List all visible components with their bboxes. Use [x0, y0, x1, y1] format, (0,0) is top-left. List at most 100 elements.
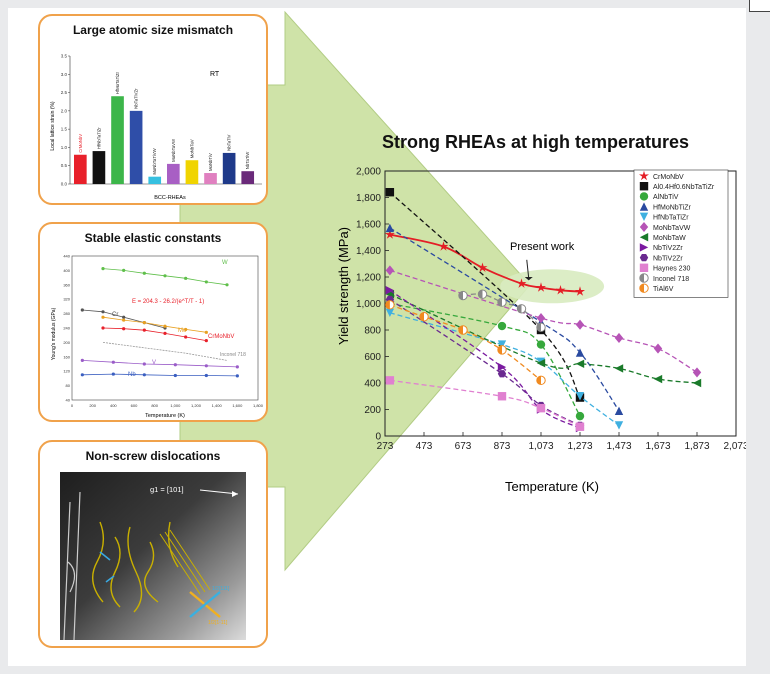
- elastic-y-tick: 80: [66, 383, 71, 388]
- point-tial6v: [458, 325, 463, 335]
- point-tial6v: [385, 300, 390, 310]
- point-inconel-718: [478, 290, 483, 299]
- elastic-point-w: [184, 276, 188, 280]
- point-haynes-230: [536, 403, 546, 413]
- bar-nbtativzr: [129, 110, 143, 184]
- legend-marker: [639, 254, 649, 262]
- elastic-y-tick: 320: [63, 297, 70, 302]
- bar-label: NbTaTiW: [245, 151, 250, 169]
- y-tick-label: 1,600: [356, 220, 381, 231]
- elastic-xlabel: Temperature (K): [145, 413, 185, 419]
- point-nbtiv2zr: [385, 286, 395, 295]
- g-vector-arrowhead: [232, 491, 238, 497]
- elastic-point-cr: [101, 310, 105, 314]
- legend-marker: [639, 243, 649, 252]
- x-tick-label: 1,473: [606, 441, 631, 452]
- elastic-modulus-chart: Young's modulus (GPa) Temperature (K) E …: [51, 254, 264, 420]
- lattice-strain-bar-chart: RT Local lattice strain (%) BCC-RHEAs 0.…: [50, 54, 262, 201]
- elastic-x-tick: 1,200: [191, 403, 202, 408]
- point-monbtavw: [385, 265, 395, 276]
- legend-marker: [639, 212, 649, 221]
- point-hfmonbtizr: [385, 223, 395, 233]
- elastic-point-crmonbv: [101, 326, 105, 330]
- legend-marker: [639, 233, 649, 242]
- elastic-curve-inconel: [102, 342, 228, 361]
- elastic-x-tick: 400: [110, 403, 117, 408]
- elastic-point-mo: [142, 321, 146, 325]
- point-haynes-230: [385, 376, 395, 385]
- legend-marker: [639, 170, 649, 181]
- point-alnbtiv: [497, 321, 507, 331]
- point-hfnbtatizr: [497, 340, 507, 349]
- elastic-constants-title: Stable elastic constants: [84, 231, 222, 245]
- bar-monbtavw: [167, 163, 180, 184]
- elastic-point-nb: [80, 373, 84, 377]
- g-vector-arrow: [199, 489, 239, 495]
- chart-title: Strong RHEAs at high temperatures: [382, 132, 690, 152]
- elastic-x-tick: 1,000: [170, 403, 181, 408]
- y-tick-label: 800: [364, 326, 381, 337]
- y-tick-label: 2,000: [356, 167, 381, 178]
- elastic-x-tick: 1,600: [232, 403, 243, 408]
- annotation-arrow: [526, 259, 530, 279]
- bar-monbtiv: [204, 173, 217, 184]
- annotation-arrowhead: [524, 277, 533, 281]
- point-alnbtiv: [575, 411, 585, 421]
- v-label: V: [152, 360, 156, 366]
- point-monbtavw: [692, 367, 702, 378]
- elastic-x-tick: 1,800: [253, 403, 264, 408]
- legend-box: [633, 169, 729, 298]
- x-axis-label: Temperature (K): [505, 479, 599, 494]
- series-line-haynes-230: [389, 379, 581, 428]
- elastic-point-w: [122, 268, 126, 272]
- present-work-highlight: [500, 269, 605, 304]
- elastic-x-tick: 0: [71, 403, 74, 408]
- point-monbtavw: [614, 332, 624, 343]
- present-work-annotation: Present work: [510, 241, 575, 253]
- elastic-y-tick: 360: [63, 282, 70, 287]
- legend-entry: NbTiV2Zr: [653, 255, 683, 262]
- legend-entry: Al0.4Hf0.6NbTaTiZr: [653, 184, 715, 191]
- nb-label: Nb: [128, 372, 136, 378]
- point-tial6v: [419, 312, 424, 321]
- legend-entry: NbTiV2Zr: [653, 245, 683, 252]
- point-tial6v: [497, 345, 502, 355]
- elastic-point-cr: [122, 315, 126, 319]
- elastic-point-w: [204, 280, 208, 284]
- elastic-point-mo: [184, 327, 188, 332]
- elastic-x-tick: 600: [131, 403, 138, 408]
- y-tick-label: 1,400: [356, 246, 381, 257]
- series-line-alnbtiv: [389, 302, 581, 417]
- elastic-y-tick: 120: [63, 369, 70, 374]
- elastic-point-cr: [80, 308, 84, 312]
- bar-label: MoNbTaVW: [171, 138, 176, 162]
- series-line-monbtaw: [389, 293, 698, 384]
- point-crmonbv: [438, 241, 449, 251]
- elastic-point-v: [111, 360, 115, 364]
- rt-label: RT: [210, 71, 220, 78]
- elastic-point-crmonbv: [163, 331, 167, 335]
- dislocation-card: Non-screw dislocations g1 = [101] 1/2[11…: [38, 440, 268, 648]
- bar-y-tick-label: 1.0: [61, 145, 68, 150]
- elastic-point-w: [101, 267, 105, 271]
- point-nbtiv2zr: [497, 370, 507, 378]
- point-inconel-718: [536, 323, 541, 332]
- point-crmonbv: [536, 282, 546, 292]
- g-vector-label: g1 = [101]: [150, 485, 184, 494]
- x-tick-label: 1,673: [645, 441, 670, 452]
- elastic-point-v: [235, 365, 239, 369]
- x-tick-label: 673: [455, 441, 472, 452]
- elastic-point-crmonbv: [142, 328, 146, 332]
- yield-strength-chart: 273 473 673 873 1,073 1,273 1,473 1,673 1,873 2,0…: [336, 167, 746, 495]
- bar-label: MoNbTiV: [208, 153, 213, 171]
- elastic-curve-crmonbv: [102, 327, 207, 341]
- legend-marker: [639, 273, 644, 283]
- bar-label: NbTaTiV: [227, 134, 232, 150]
- bar-hfmotatizr: [111, 96, 124, 184]
- point-crmonbv: [477, 262, 488, 272]
- series-line-al0-4hf0-6nbtatizr: [389, 191, 581, 398]
- legend-entry: HfNbTaTiZr: [653, 215, 689, 222]
- x-tick-label: 2,073: [723, 441, 746, 452]
- slip-traces: [159, 529, 211, 595]
- elastic-point-mo: [204, 330, 208, 334]
